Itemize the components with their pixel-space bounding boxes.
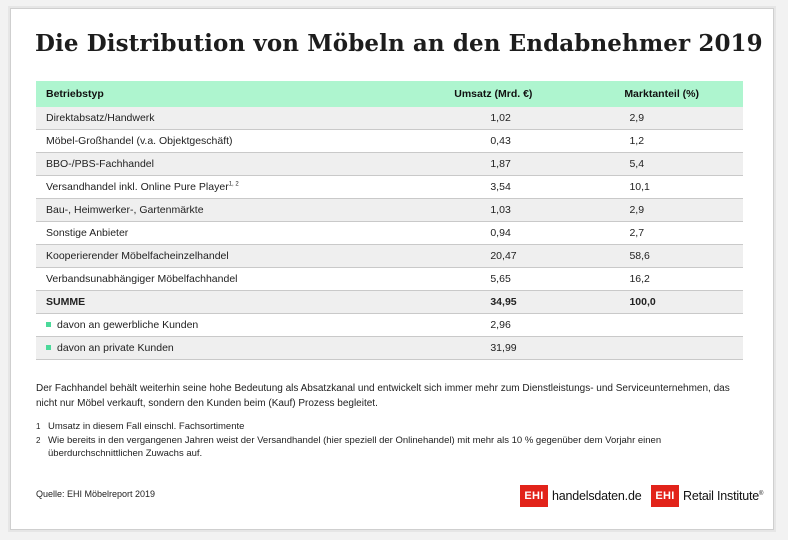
footnotes: 1 Umsatz in diesem Fall einschl. Fachsor… — [36, 420, 748, 461]
cell-umsatz: 31,99 — [352, 336, 533, 360]
cell-betriebstyp: Bau-, Heimwerker-, Gartenmärkte — [36, 198, 353, 222]
table-row: Kooperierender Möbelfacheinzelhandel 20,4… — [36, 244, 743, 268]
cell-marktanteil — [532, 313, 743, 337]
table-row: davon an private Kunden 31,99 — [36, 336, 743, 360]
column-header-marktanteil: Marktanteil (%) — [532, 81, 743, 107]
cell-marktanteil: 100,0 — [532, 290, 743, 314]
row-label: davon an private Kunden — [57, 342, 174, 354]
retail-institute-text: Retail Institute — [683, 489, 760, 503]
cell-betriebstyp: Versandhandel inkl. Online Pure Player1,… — [36, 175, 353, 199]
row-label: BBO-/PBS-Fachhandel — [46, 158, 154, 170]
cell-betriebstyp: Direktabsatz/Handwerk — [36, 107, 353, 130]
distribution-table: Betriebstyp Umsatz (Mrd. €) Marktanteil … — [36, 81, 743, 360]
cell-umsatz: 2,96 — [352, 313, 533, 337]
cell-betriebstyp: SUMME — [36, 290, 353, 314]
row-label: Bau-, Heimwerker-, Gartenmärkte — [46, 204, 204, 216]
cell-umsatz: 1,03 — [352, 198, 533, 222]
page-title: Die Distribution von Möbeln an den Endab… — [35, 30, 763, 57]
table-row: SUMME 34,95 100,0 — [36, 290, 743, 314]
cell-marktanteil: 1,2 — [532, 129, 743, 153]
table-row: Versandhandel inkl. Online Pure Player1,… — [36, 175, 743, 199]
cell-betriebstyp: Sonstige Anbieter — [36, 221, 353, 245]
retail-institute-logo-text: Retail Institute® — [683, 489, 763, 503]
ehi-logo-mark: EHI — [520, 485, 548, 507]
cell-betriebstyp: Verbandsunabhängiger Möbelfachhandel — [36, 267, 353, 291]
row-label: Möbel-Großhandel (v.a. Objektgeschäft) — [46, 135, 233, 147]
cell-umsatz: 3,54 — [352, 175, 533, 199]
cell-umsatz: 5,65 — [352, 267, 533, 291]
source-note: Quelle: EHI Möbelreport 2019 — [36, 489, 156, 499]
row-label: SUMME — [46, 296, 86, 308]
footnote-marker: 1 — [36, 422, 41, 431]
summary-paragraph: Der Fachhandel behält weiterhin seine ho… — [36, 383, 730, 409]
cell-umsatz: 1,87 — [352, 152, 533, 176]
row-label: Kooperierender Möbelfacheinzelhandel — [46, 250, 229, 262]
table-row: Sonstige Anbieter 0,94 2,7 — [36, 221, 743, 245]
cell-betriebstyp: Kooperierender Möbelfacheinzelhandel — [36, 244, 353, 268]
footnote-text: Wie bereits in den vergangenen Jahren we… — [48, 434, 662, 460]
cell-betriebstyp: Möbel-Großhandel (v.a. Objektgeschäft) — [36, 129, 353, 153]
cell-marktanteil: 10,1 — [532, 175, 743, 199]
registered-mark: ® — [759, 490, 764, 497]
cell-marktanteil: 2,7 — [532, 221, 743, 245]
cell-marktanteil: 2,9 — [532, 198, 743, 222]
table-row: davon an gewerbliche Kunden 2,96 — [36, 313, 743, 337]
cell-umsatz: 0,94 — [352, 221, 533, 245]
table-row: Direktabsatz/Handwerk 1,02 2,9 — [36, 107, 743, 130]
row-label: Direktabsatz/Handwerk — [46, 112, 155, 124]
column-header-umsatz: Umsatz (Mrd. €) — [352, 81, 533, 107]
cell-umsatz: 0,43 — [352, 129, 533, 153]
footnote-2: 2 Wie bereits in den vergangenen Jahren … — [36, 434, 748, 461]
footnote-1: 1 Umsatz in diesem Fall einschl. Fachsor… — [36, 420, 748, 434]
cell-betriebstyp: davon an private Kunden — [36, 336, 353, 360]
row-label: davon an gewerbliche Kunden — [57, 319, 199, 331]
cell-umsatz: 34,95 — [352, 290, 533, 314]
cell-marktanteil: 58,6 — [532, 244, 743, 268]
table-row: Möbel-Großhandel (v.a. Objektgeschäft) 0,… — [36, 129, 743, 153]
bullet-square-icon — [46, 344, 51, 350]
handelsdaten-logo-text: handelsdaten.de — [552, 489, 642, 503]
ehi-retail-institute-logo: EHI Retail Institute® — [651, 484, 763, 508]
cell-umsatz: 20,47 — [352, 244, 533, 268]
cell-betriebstyp: BBO-/PBS-Fachhandel — [36, 152, 353, 176]
handelsdaten-logo: EHI handelsdaten.de — [520, 484, 642, 508]
footnote-marker: 2 — [36, 435, 41, 445]
footnote-text: Umsatz in diesem Fall einschl. Fachsorti… — [48, 421, 245, 432]
column-header-betriebstyp: Betriebstyp — [36, 81, 353, 107]
row-label: Versandhandel inkl. Online Pure Player — [46, 181, 229, 193]
table-header-row: Betriebstyp Umsatz (Mrd. €) Marktanteil … — [36, 81, 743, 107]
bullet-square-icon — [46, 321, 51, 327]
table-row: Bau-, Heimwerker-, Gartenmärkte 1,03 2,9 — [36, 198, 743, 222]
cell-marktanteil: 16,2 — [532, 267, 743, 291]
footnote-reference: 1, 2 — [228, 181, 239, 188]
cell-marktanteil: 5,4 — [532, 152, 743, 176]
ehi-logo-mark: EHI — [651, 485, 679, 507]
table-row: Verbandsunabhängiger Möbelfachhandel 5,65… — [36, 267, 743, 291]
row-label: Verbandsunabhängiger Möbelfachhandel — [46, 273, 238, 285]
cell-marktanteil — [532, 336, 743, 360]
cell-umsatz: 1,02 — [352, 107, 533, 130]
cell-betriebstyp: davon an gewerbliche Kunden — [36, 313, 353, 337]
table-row: BBO-/PBS-Fachhandel 1,87 5,4 — [36, 152, 743, 176]
row-label: Sonstige Anbieter — [46, 227, 129, 239]
cell-marktanteil: 2,9 — [532, 107, 743, 130]
